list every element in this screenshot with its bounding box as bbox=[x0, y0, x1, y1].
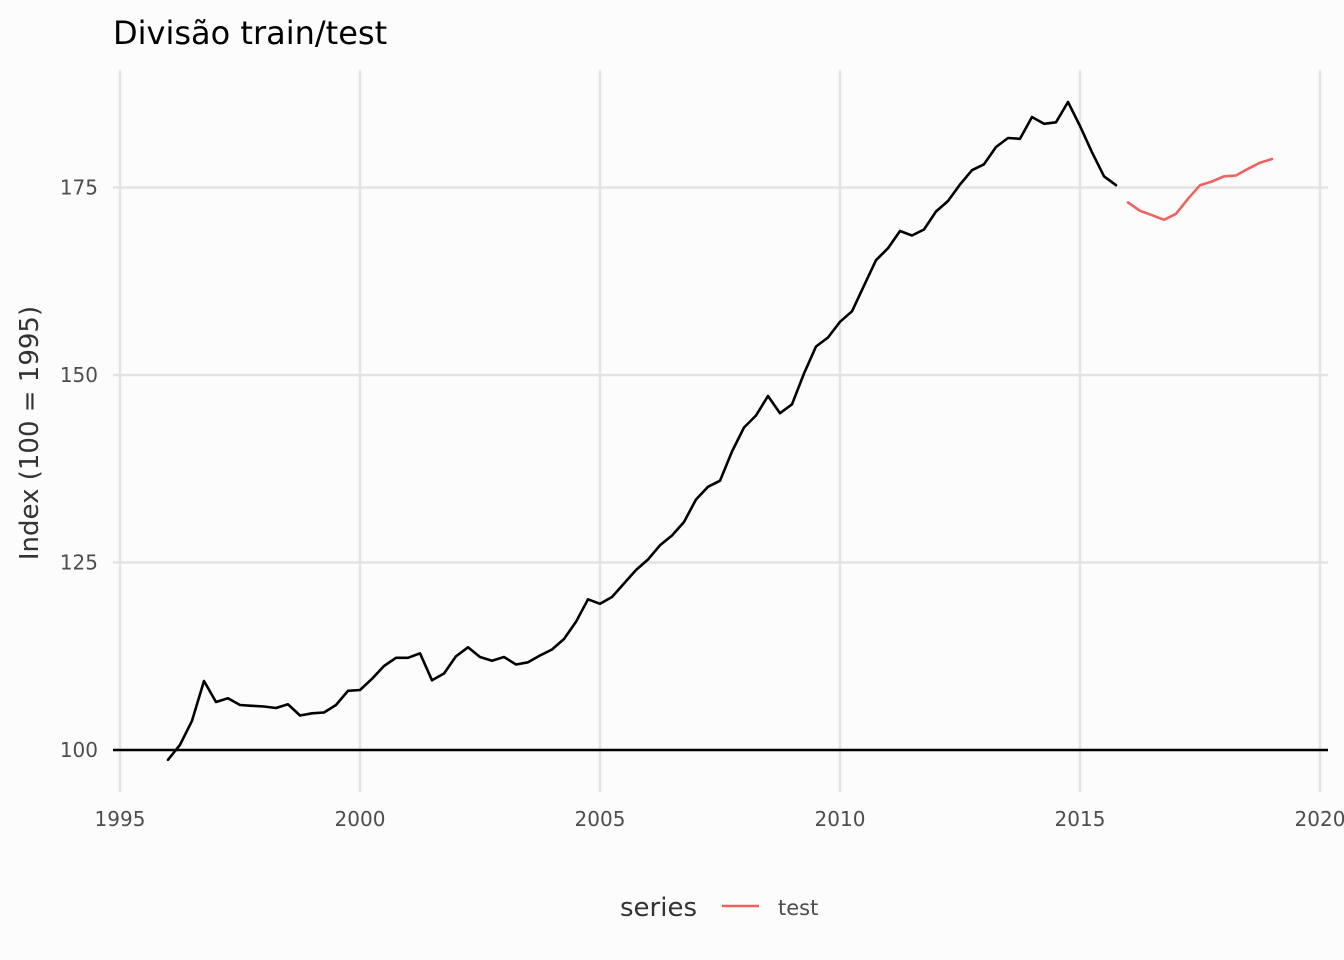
y-tick-label-150: 150 bbox=[60, 363, 98, 387]
legend-label-test: test bbox=[778, 896, 818, 920]
x-tick-label-2000: 2000 bbox=[335, 807, 386, 831]
x-tick-label-2015: 2015 bbox=[1055, 807, 1106, 831]
series-group bbox=[166, 100, 1274, 762]
chart-title: Divisão train/test bbox=[113, 14, 387, 52]
x-tick-label-1995: 1995 bbox=[95, 807, 146, 831]
series-line-test bbox=[1126, 157, 1274, 222]
y-tick-label-100: 100 bbox=[60, 738, 98, 762]
y-axis-ticks: 100 125 150 175 bbox=[60, 176, 98, 763]
y-tick-label-125: 125 bbox=[60, 551, 98, 575]
grid bbox=[113, 70, 1328, 792]
y-axis-title: Index (100 = 1995) bbox=[15, 306, 45, 560]
legend-title: series bbox=[620, 893, 697, 923]
x-tick-label-2010: 2010 bbox=[815, 807, 866, 831]
series-line-series-0 bbox=[166, 100, 1118, 762]
x-axis-ticks: 1995 2000 2005 2010 2015 2020 bbox=[95, 807, 1344, 831]
x-tick-label-2005: 2005 bbox=[575, 807, 626, 831]
x-tick-label-2020: 2020 bbox=[1295, 807, 1344, 831]
legend: series test bbox=[620, 893, 818, 923]
y-tick-label-175: 175 bbox=[60, 176, 98, 200]
